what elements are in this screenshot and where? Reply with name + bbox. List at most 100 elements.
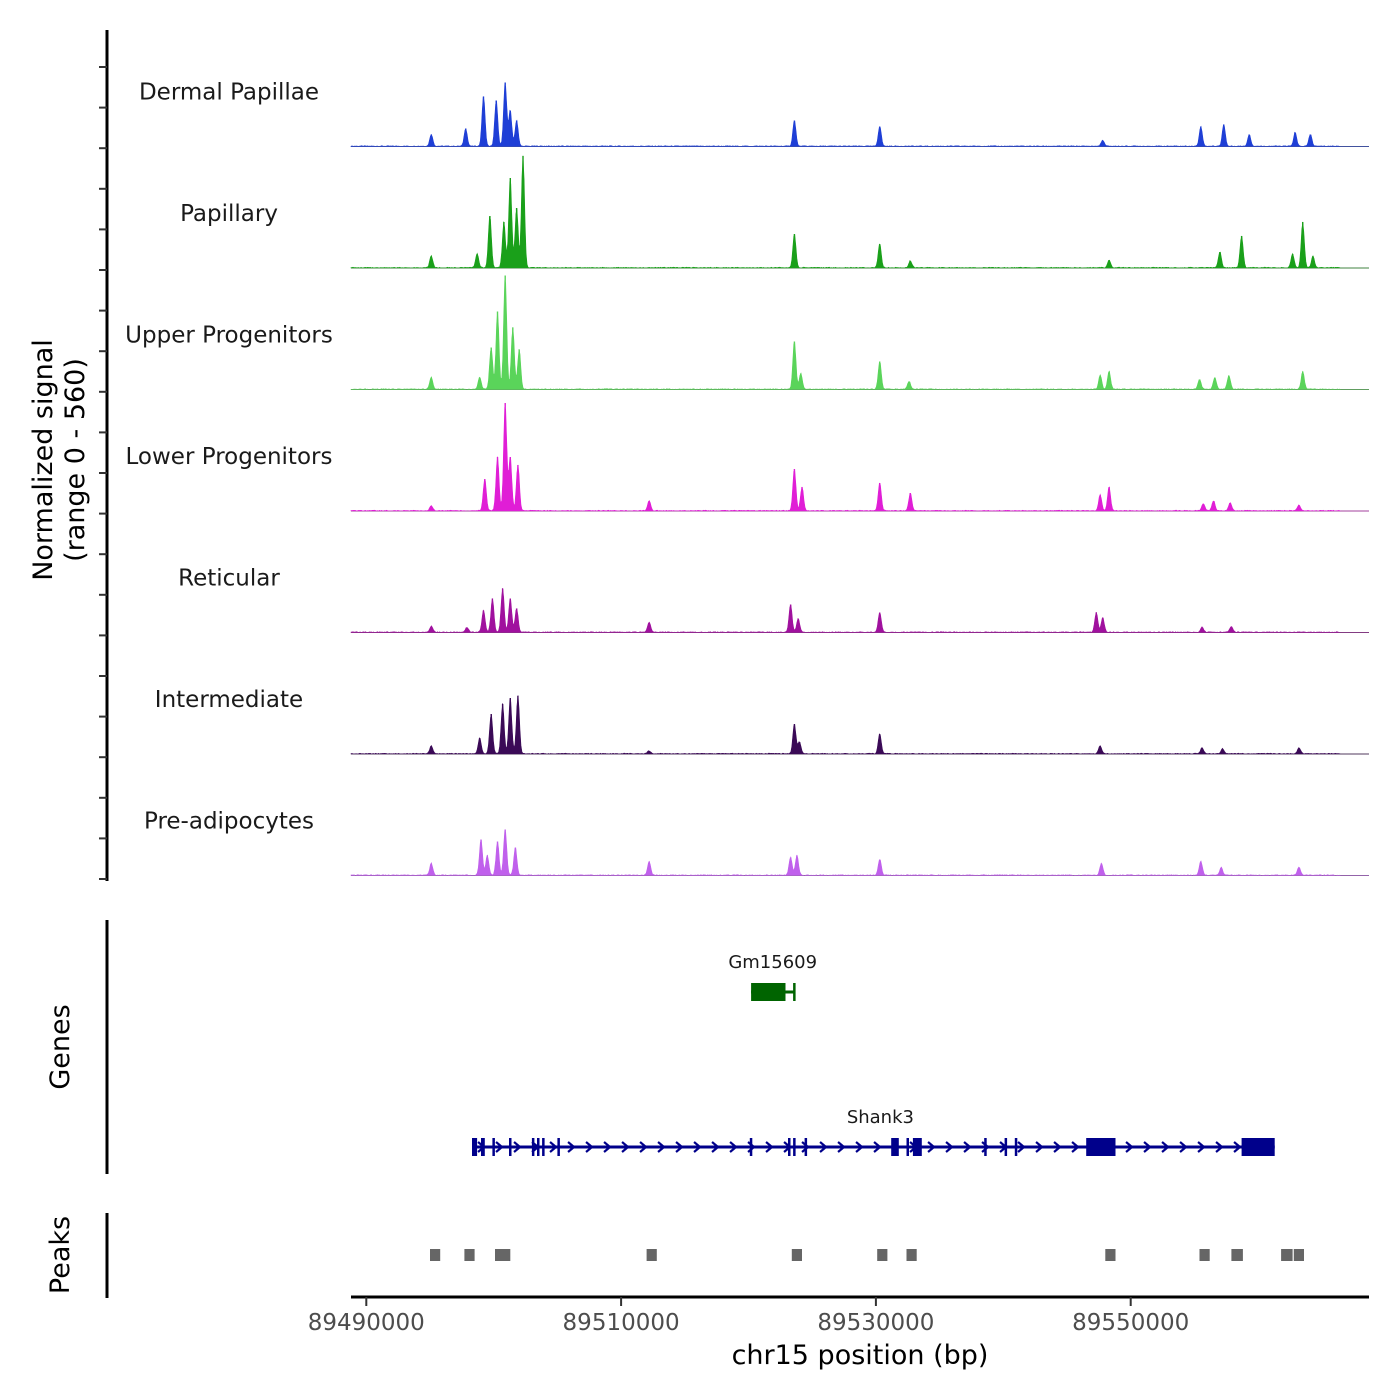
strand-arrow [1035, 1141, 1044, 1153]
strand-arrow [549, 1141, 558, 1153]
coverage-area [350, 830, 1369, 876]
strand-arrow [639, 1141, 648, 1153]
strand-arrow [585, 1141, 594, 1153]
exon [542, 1138, 545, 1156]
peak-region [1281, 1249, 1293, 1261]
strand-arrow [1017, 1141, 1026, 1153]
track-label: Papillary [180, 201, 278, 227]
x-tick-label: 89510000 [563, 1310, 680, 1336]
track-label: Upper Progenitors [125, 323, 333, 349]
x-axis-title: chr15 position (bp) [732, 1340, 989, 1371]
strand-arrow [729, 1141, 738, 1153]
gene-label: Gm15609 [728, 952, 817, 973]
y-axis-title-line1: Normalized signal [28, 339, 59, 581]
peaks-panel [430, 1249, 1304, 1261]
peak-region [1105, 1249, 1116, 1261]
x-tick-label: 89530000 [817, 1310, 934, 1336]
strand-arrow [1125, 1141, 1134, 1153]
track-intermediate: Intermediate [155, 687, 1369, 755]
strand-arrow [711, 1141, 720, 1153]
track-label: Lower Progenitors [126, 444, 333, 470]
track-papillary: Papillary [180, 155, 1369, 269]
peak-region [430, 1249, 441, 1261]
peak-region [646, 1249, 657, 1261]
gene-label: Shank3 [847, 1107, 914, 1128]
strand-arrow [603, 1141, 612, 1153]
track-upper-progenitors: Upper Progenitors [125, 275, 1369, 390]
exon [472, 1138, 478, 1156]
exon [1086, 1138, 1116, 1156]
exon [509, 1138, 512, 1156]
exon [1241, 1138, 1275, 1156]
strand-arrow [945, 1141, 954, 1153]
coverage-area [350, 588, 1369, 633]
genes-panel-label: Genes [45, 1004, 76, 1089]
x-tick-label: 89550000 [1072, 1310, 1189, 1336]
strand-arrow [1143, 1141, 1152, 1153]
strand-arrow [657, 1141, 666, 1153]
strand-arrow [675, 1141, 684, 1153]
coverage-area [350, 155, 1369, 269]
strand-arrow [819, 1141, 828, 1153]
strand-arrow [873, 1141, 882, 1153]
track-label: Reticular [178, 566, 280, 592]
exon [751, 983, 786, 1001]
coverage-tracks: Dermal Papillae Papillary Upper Progenitor… [125, 80, 1369, 876]
genes-panel: Gm15609 Shank3 [472, 952, 1275, 1156]
strand-arrow [855, 1141, 864, 1153]
coverage-area [350, 695, 1369, 755]
strand-arrow [621, 1141, 630, 1153]
peak-region [877, 1249, 888, 1261]
strand-arrow [927, 1141, 936, 1153]
strand-arrow [1215, 1141, 1224, 1153]
exon [1004, 1138, 1008, 1156]
coverage-area [350, 84, 1369, 147]
strand-arrow [1053, 1141, 1062, 1153]
strand-arrow [513, 1141, 522, 1153]
strand-arrow [1233, 1141, 1242, 1153]
track-lower-progenitors: Lower Progenitors [126, 403, 1369, 512]
exon [1014, 1138, 1018, 1156]
track-label: Pre-adipocytes [144, 809, 314, 835]
strand-arrow [1179, 1141, 1188, 1153]
track-dermal-papillae: Dermal Papillae [139, 80, 1369, 147]
exon [749, 1138, 753, 1156]
coverage-y-axis-title: Normalized signal (range 0 - 560) [28, 339, 91, 581]
exon [891, 1138, 899, 1156]
peak-region [495, 1249, 511, 1261]
track-pre-adipocytes: Pre-adipocytes [144, 809, 1369, 876]
strand-arrow [567, 1141, 576, 1153]
strand-arrow [837, 1141, 846, 1153]
track-label: Intermediate [155, 687, 303, 713]
exon [906, 1138, 909, 1156]
exon [492, 1138, 495, 1156]
exon [912, 1138, 922, 1156]
strand-arrow [801, 1141, 810, 1153]
x-axis-ticks: 89490000 89510000 89530000 89550000 [308, 1297, 1189, 1336]
strand-arrow [765, 1141, 774, 1153]
peak-region [464, 1249, 475, 1261]
exon [788, 1138, 791, 1156]
gene-gm15609: Gm15609 [728, 952, 817, 1001]
peak-region [1293, 1249, 1304, 1261]
peak-region [906, 1249, 917, 1261]
peaks-panel-label: Peaks [45, 1216, 76, 1294]
peak-region [791, 1249, 802, 1261]
coverage-area [350, 406, 1369, 512]
strand-arrow [1161, 1141, 1170, 1153]
x-tick-label: 89490000 [308, 1310, 425, 1336]
coverage-area [350, 280, 1369, 390]
strand-arrow [693, 1141, 702, 1153]
strand-arrow [1071, 1141, 1080, 1153]
strand-arrow [981, 1141, 990, 1153]
peak-region [1199, 1249, 1210, 1261]
gene-shank3: Shank3 [472, 1107, 1275, 1156]
y-axis-title-line2: (range 0 - 560) [60, 358, 91, 562]
track-label: Dermal Papillae [139, 80, 319, 106]
exon [793, 983, 796, 1001]
peak-region [1231, 1249, 1243, 1261]
exon [531, 1138, 535, 1156]
exon [537, 1138, 540, 1156]
exon [481, 1138, 485, 1156]
